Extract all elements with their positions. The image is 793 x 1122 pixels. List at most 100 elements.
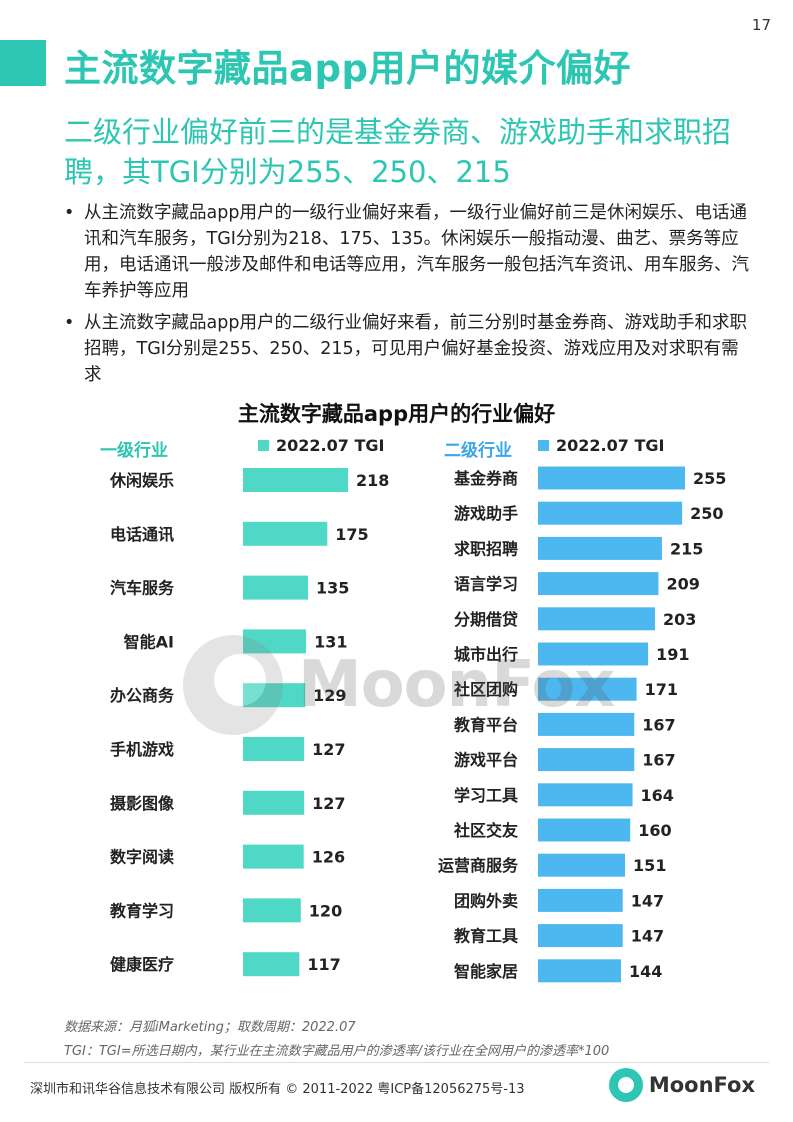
- bullet-text: 从主流数字藏品app用户的二级行业偏好来看，前三分别时基金券商、游戏助手和求职招…: [84, 313, 747, 385]
- footer-logo: MoonFox: [608, 1068, 755, 1102]
- bar: [538, 572, 659, 596]
- value-label: 167: [642, 715, 675, 734]
- category-label: 智能家居: [454, 962, 518, 981]
- bar: [243, 575, 309, 600]
- category-label: 分期借贷: [454, 610, 518, 629]
- value-label: 151: [633, 856, 666, 875]
- bar: [538, 677, 637, 701]
- bar: [243, 683, 306, 708]
- category-label: 游戏平台: [454, 751, 518, 770]
- bar: [538, 959, 622, 983]
- footer-logo-text: MoonFox: [648, 1073, 755, 1097]
- category-label: 运营商服务: [438, 856, 519, 875]
- bullet-marker: •: [64, 203, 75, 223]
- value-label: 135: [316, 579, 349, 598]
- category-label: 休闲娱乐: [109, 471, 174, 490]
- legend-primary: 2022.07 TGI: [258, 436, 384, 455]
- value-label: 160: [638, 821, 671, 840]
- category-label: 汽车服务: [110, 579, 175, 598]
- data-source: 数据来源：月狐iMarketing；取数周期：2022.07: [64, 1020, 356, 1035]
- category-label: 语言学习: [454, 575, 518, 594]
- category-label: 健康医疗: [110, 955, 174, 974]
- bar: [538, 712, 635, 736]
- category-label: 数字阅读: [110, 848, 174, 867]
- moonfox-logo-icon: [608, 1068, 643, 1102]
- value-label: 175: [335, 525, 368, 544]
- category-label: 教育学习: [110, 901, 174, 920]
- category-label: 办公商务: [110, 686, 175, 705]
- bar: [538, 607, 656, 631]
- bar: [243, 790, 305, 815]
- bullet-item: • 从主流数字藏品app用户的一级行业偏好来看，一级行业偏好前三是休闲娱乐、电话…: [62, 200, 752, 304]
- bullet-list: • 从主流数字藏品app用户的一级行业偏好来看，一级行业偏好前三是休闲娱乐、电话…: [62, 200, 752, 394]
- tgi-note: TGI：TGI=所选日期内，某行业在主流数字藏品用户的渗透率/该行业在全网用户的…: [64, 1044, 610, 1059]
- value-label: 147: [631, 927, 664, 946]
- category-label: 学习工具: [454, 786, 518, 805]
- value-label: 255: [693, 469, 726, 488]
- bar: [538, 536, 662, 560]
- bar: [538, 466, 685, 490]
- bar: [243, 737, 305, 761]
- value-label: 167: [642, 751, 675, 770]
- legend-swatch: [258, 440, 269, 451]
- value-label: 171: [645, 680, 678, 699]
- bar: [538, 642, 649, 666]
- panel-label-secondary: 二级行业: [444, 441, 512, 461]
- bar: [538, 748, 635, 772]
- value-label: 144: [629, 962, 662, 981]
- bullet-item: • 从主流数字藏品app用户的二级行业偏好来看，前三分别时基金券商、游戏助手和求…: [62, 310, 752, 388]
- value-label: 129: [313, 686, 346, 705]
- category-label: 游戏助手: [454, 504, 518, 523]
- page-title: 主流数字藏品app用户的媒介偏好: [64, 47, 631, 90]
- value-label: 250: [690, 504, 723, 523]
- page-subtitle: 二级行业偏好前三的是基金券商、游戏助手和求职招聘，其TGI分别为255、250、…: [64, 115, 732, 189]
- industry-preference-chart: 休闲娱乐 218 电话通讯 175 汽车服务 135 智能AI 131 办公商务 129 手机游戏 1…: [109, 466, 726, 983]
- footer-divider: [24, 1062, 769, 1063]
- value-label: 127: [312, 740, 345, 759]
- value-label: 218: [356, 471, 389, 490]
- category-label: 基金券商: [453, 469, 518, 488]
- bar: [538, 853, 626, 877]
- value-label: 120: [309, 901, 342, 920]
- bar: [538, 818, 631, 842]
- bar: [538, 888, 623, 912]
- category-label: 团购外卖: [454, 891, 518, 910]
- bar: [538, 924, 623, 948]
- category-label: 社区交友: [453, 821, 519, 840]
- category-label: 摄影图像: [110, 794, 175, 813]
- category-label: 教育平台: [454, 715, 518, 734]
- value-label: 203: [663, 610, 696, 629]
- bar: [243, 521, 328, 546]
- value-label: 127: [312, 794, 345, 813]
- bullet-text: 从主流数字藏品app用户的一级行业偏好来看，一级行业偏好前三是休闲娱乐、电话通讯…: [84, 203, 749, 301]
- copyright: 深圳市和讯华谷信息技术有限公司 版权所有 © 2011-2022 粤ICP备12…: [30, 1082, 525, 1097]
- page-number: 17: [751, 16, 771, 34]
- bar: [538, 501, 683, 525]
- bar: [243, 844, 304, 869]
- chart-title: 主流数字藏品app用户的行业偏好: [237, 402, 556, 426]
- bar: [243, 629, 307, 654]
- value-label: 191: [656, 645, 689, 664]
- category-label: 教育工具: [454, 927, 518, 946]
- category-label: 手机游戏: [110, 740, 174, 759]
- value-label: 147: [631, 891, 664, 910]
- category-label: 智能AI: [124, 632, 174, 651]
- legend-label: 2022.07 TGI: [276, 436, 385, 455]
- category-label: 城市出行: [454, 645, 518, 664]
- bullet-marker: •: [64, 313, 75, 333]
- category-label: 电话通讯: [110, 525, 174, 544]
- bar: [243, 898, 301, 923]
- value-label: 126: [312, 848, 345, 867]
- bar: [243, 952, 300, 977]
- title-marker: [0, 40, 46, 86]
- value-label: 215: [670, 539, 703, 558]
- value-label: 209: [666, 575, 699, 594]
- value-label: 117: [307, 955, 340, 974]
- category-label: 社区团购: [453, 680, 518, 699]
- panel-label-primary: 一级行业: [100, 441, 168, 461]
- category-label: 求职招聘: [454, 539, 518, 558]
- legend-label: 2022.07 TGI: [556, 436, 665, 455]
- value-label: 131: [314, 632, 347, 651]
- bar: [538, 783, 633, 807]
- legend-swatch: [538, 440, 549, 451]
